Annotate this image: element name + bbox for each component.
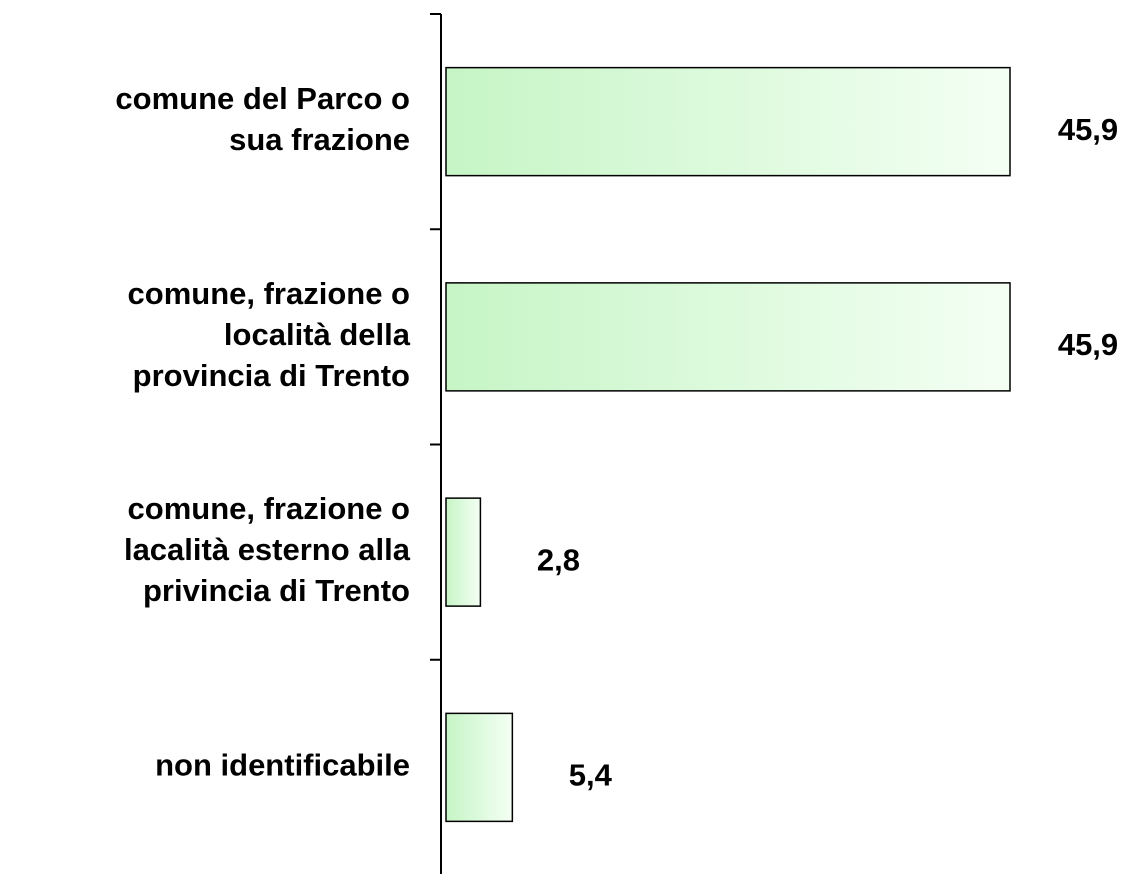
bar bbox=[445, 497, 482, 607]
category-label-line: non identificabile bbox=[155, 748, 410, 783]
category-label-line: lacalità esterno alla bbox=[124, 532, 411, 567]
bar bbox=[445, 66, 1011, 177]
category-label-line: privincia di Trento bbox=[143, 573, 410, 608]
category-label: comune, frazione o lacalità esterno alla p… bbox=[124, 491, 411, 608]
value-label: 45,9 bbox=[1058, 327, 1118, 362]
category-label-line: comune, frazione o bbox=[128, 491, 410, 526]
category-label-line: sua frazione bbox=[229, 122, 410, 157]
category-label: comune del Parco o sua frazione bbox=[115, 81, 410, 157]
value-label: 2,8 bbox=[537, 542, 580, 577]
category-label-line: provincia di Trento bbox=[133, 358, 410, 393]
bar bbox=[445, 282, 1011, 392]
category-label-line: comune, frazione o bbox=[128, 276, 410, 311]
value-label: 45,9 bbox=[1058, 112, 1118, 147]
category-label-line: comune del Parco o bbox=[115, 81, 410, 116]
value-label: 5,4 bbox=[569, 758, 613, 793]
category-label: comune, frazione o località della provinci… bbox=[128, 276, 411, 393]
category-label-line: località della bbox=[224, 317, 411, 352]
bar bbox=[445, 712, 514, 823]
category-label: non identificabile bbox=[155, 748, 410, 783]
